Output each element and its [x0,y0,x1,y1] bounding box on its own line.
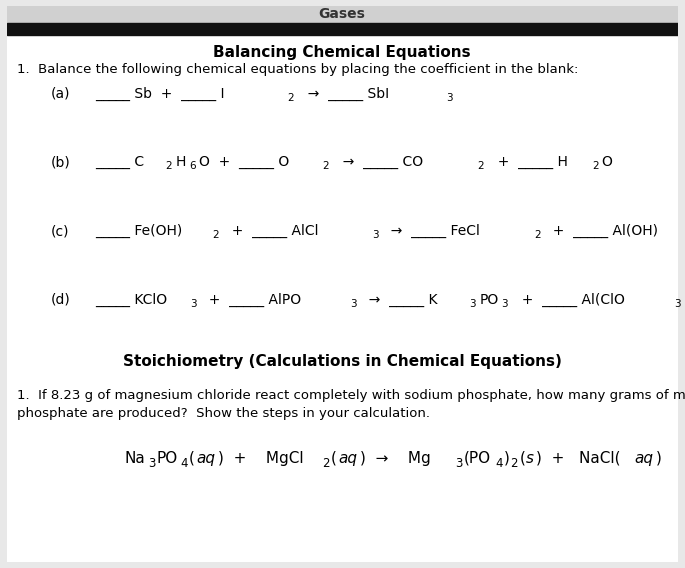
Text: ): ) [503,451,510,466]
Text: 2: 2 [592,161,599,172]
Text: +  _____ AlPO: + _____ AlPO [200,293,301,307]
Text: 2: 2 [323,457,330,470]
Text: 4: 4 [495,457,502,470]
Text: 3: 3 [446,93,453,103]
Text: 3: 3 [350,299,356,308]
Text: (a): (a) [51,87,71,101]
Text: 1.  Balance the following chemical equations by placing the coefficient in the b: 1. Balance the following chemical equati… [16,63,578,76]
Text: PO: PO [479,293,499,307]
Text: +  _____ H: + _____ H [489,156,568,169]
Text: aq: aq [338,451,357,466]
Text: 2: 2 [477,161,484,172]
Text: 2: 2 [166,161,172,172]
Text: Balancing Chemical Equations: Balancing Chemical Equations [213,45,471,60]
Text: 2: 2 [212,230,219,240]
Text: phosphate are produced?  Show the steps in your calculation.: phosphate are produced? Show the steps i… [16,407,429,420]
Bar [7,6,678,23]
Text: Stoichiometry (Calculations in Chemical Equations): Stoichiometry (Calculations in Chemical … [123,354,562,369]
Text: 3: 3 [501,299,508,308]
Text: _____ Fe(OH): _____ Fe(OH) [95,224,182,238]
Text: _____ Sb  +  _____ I: _____ Sb + _____ I [95,87,225,101]
Text: (: ( [189,451,195,466]
Text: →  _____ SbI: → _____ SbI [299,87,389,101]
Text: PO: PO [157,451,178,466]
Text: ): ) [656,451,662,466]
Text: )  +   NaCl(: ) + NaCl( [536,451,621,466]
Text: O: O [601,156,612,169]
Text: 2: 2 [287,93,294,103]
Text: _____ KClO: _____ KClO [95,293,167,307]
Text: Gases: Gases [319,7,366,22]
Text: (: ( [519,451,525,466]
Text: +  _____ Al(OH): + _____ Al(OH) [544,224,658,238]
Text: (c): (c) [51,224,69,238]
Text: 6: 6 [189,161,196,172]
Text: aq: aq [634,451,653,466]
Text: _____ C: _____ C [95,156,144,169]
Text: →  _____ CO: → _____ CO [334,156,423,169]
Text: +  _____ AlCl: + _____ AlCl [223,224,319,238]
Text: 3: 3 [190,299,197,308]
Text: →  _____ K: → _____ K [360,293,437,307]
Bar [7,23,678,35]
Text: (PO: (PO [464,451,490,466]
Text: 2: 2 [510,457,518,470]
Text: (b): (b) [51,156,71,169]
Text: )  +    MgCl: ) + MgCl [218,451,303,466]
Text: (: ( [332,451,337,466]
Text: (d): (d) [51,293,71,307]
Text: →  _____ FeCl: → _____ FeCl [382,224,480,238]
Text: s: s [526,451,534,466]
Text: H: H [175,156,186,169]
Text: 2: 2 [534,230,540,240]
Text: Na: Na [125,451,145,466]
Text: +  _____ Al(ClO: + _____ Al(ClO [512,293,625,307]
Text: 3: 3 [455,457,462,470]
Text: 3: 3 [469,299,476,308]
Text: 3: 3 [148,457,155,470]
Text: 1.  If 8.23 g of magnesium chloride react completely with sodium phosphate, how : 1. If 8.23 g of magnesium chloride react… [16,389,685,402]
Text: )  →    Mg: ) → Mg [360,451,430,466]
Text: O  +  _____ O: O + _____ O [199,156,289,169]
Text: aq: aq [196,451,215,466]
Text: ): ) [684,293,685,307]
Text: 2: 2 [323,161,329,172]
Text: 3: 3 [373,230,379,240]
Text: 4: 4 [180,457,188,470]
Text: 3: 3 [674,299,681,308]
